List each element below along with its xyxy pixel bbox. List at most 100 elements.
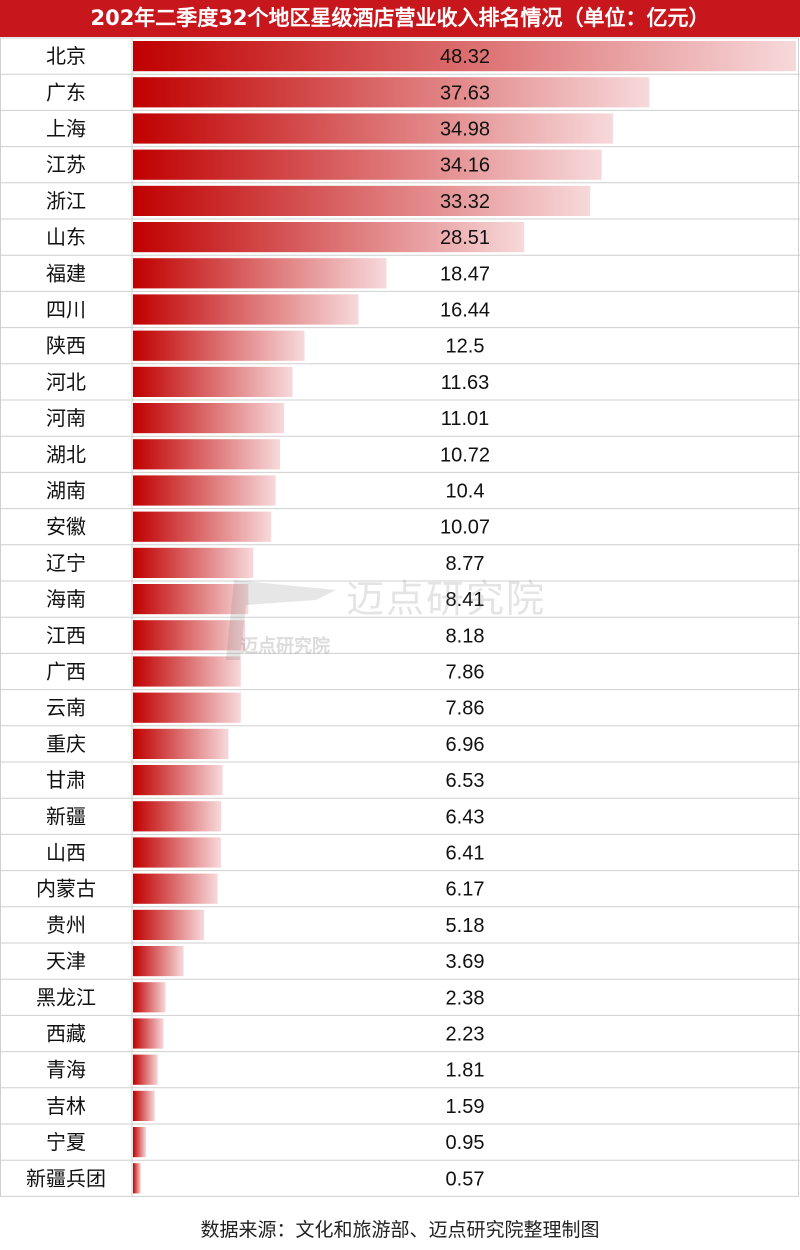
category-label: 四川	[46, 298, 86, 322]
bar-北京	[133, 41, 796, 72]
value-label: 7.86	[446, 662, 485, 684]
bar-江苏	[133, 149, 602, 180]
value-label: 48.32	[440, 46, 490, 68]
category-label: 新疆	[46, 804, 86, 828]
bar-甘肃	[133, 765, 223, 796]
category-label: 天津	[46, 949, 86, 973]
bar-天津	[133, 946, 184, 977]
chart-title: 202年二季度32个地区星级酒店营业收入排名情况（单位：亿元）	[0, 0, 800, 37]
value-label: 10.72	[440, 444, 490, 466]
category-label: 广东	[46, 80, 86, 104]
bar-安徽	[133, 511, 272, 542]
value-label: 0.57	[446, 1168, 485, 1190]
source-note: 数据来源：文化和旅游部、迈点研究院整理制图	[200, 1219, 600, 1241]
value-label: 0.95	[446, 1132, 485, 1154]
category-label: 贵州	[46, 913, 86, 937]
bar-青海	[133, 1054, 158, 1085]
bar-西藏	[133, 1018, 164, 1049]
value-label: 8.77	[446, 553, 485, 575]
category-label: 青海	[46, 1058, 86, 1082]
value-label: 6.96	[446, 734, 485, 756]
category-label: 湖南	[46, 479, 86, 503]
value-label: 3.69	[446, 951, 485, 973]
category-label: 内蒙古	[36, 877, 96, 901]
bar-湖北	[133, 439, 281, 470]
category-label: 西藏	[46, 1022, 86, 1046]
bar-陕西	[133, 330, 305, 361]
category-label: 广西	[46, 660, 86, 684]
value-label: 28.51	[440, 227, 490, 249]
bar-江西	[133, 620, 246, 651]
category-label: 新疆兵团	[26, 1166, 106, 1190]
value-label: 2.23	[446, 1024, 485, 1046]
watermark: 迈点研究院 迈点研究院	[206, 560, 606, 680]
value-label: 10.07	[440, 517, 490, 539]
bar-海南	[133, 584, 249, 615]
value-label: 33.32	[440, 191, 490, 213]
category-label: 重庆	[46, 732, 86, 756]
bar-重庆	[133, 728, 229, 759]
category-label: 吉林	[46, 1094, 86, 1118]
category-label: 山东	[46, 225, 86, 249]
bar-福建	[133, 258, 387, 289]
bar-新疆兵团	[133, 1163, 141, 1194]
category-label: 上海	[46, 117, 86, 141]
bar-上海	[133, 113, 613, 144]
category-label: 北京	[46, 44, 86, 68]
value-label: 5.18	[446, 915, 485, 937]
bar-山东	[133, 222, 525, 253]
category-label: 福建	[46, 261, 86, 285]
value-label: 1.81	[446, 1060, 485, 1082]
value-label: 2.38	[446, 987, 485, 1009]
category-label: 甘肃	[46, 768, 86, 792]
category-label: 海南	[46, 587, 86, 611]
value-label: 34.16	[440, 155, 490, 177]
value-label: 37.63	[440, 82, 490, 104]
bar-湖南	[133, 475, 276, 506]
category-label: 宁夏	[46, 1130, 86, 1154]
category-label: 山西	[46, 841, 86, 865]
value-label: 34.98	[440, 119, 490, 141]
bar-云南	[133, 692, 241, 723]
bar-新疆	[133, 801, 222, 832]
bar-河南	[133, 403, 285, 434]
value-label: 6.17	[446, 879, 485, 901]
bar-贵州	[133, 909, 205, 940]
bar-广西	[133, 656, 241, 687]
value-label: 6.43	[446, 806, 485, 828]
bar-山西	[133, 837, 221, 868]
category-label: 浙江	[46, 189, 86, 213]
category-label: 辽宁	[46, 551, 86, 575]
category-label: 陕西	[46, 334, 86, 358]
bar-吉林	[133, 1090, 155, 1121]
value-label: 8.18	[446, 625, 485, 647]
value-label: 12.5	[446, 336, 485, 358]
bar-宁夏	[133, 1127, 147, 1158]
value-label: 10.4	[446, 481, 485, 503]
value-label: 18.47	[440, 263, 490, 285]
bar-四川	[133, 294, 359, 325]
value-label: 6.53	[446, 770, 485, 792]
category-label: 河北	[46, 370, 86, 394]
category-label: 湖北	[46, 442, 86, 466]
value-label: 16.44	[440, 300, 490, 322]
value-label: 7.86	[446, 698, 485, 720]
category-label: 江西	[46, 623, 86, 647]
watermark-logo-icon	[226, 580, 336, 660]
category-label: 云南	[46, 696, 86, 720]
value-label: 6.41	[446, 843, 485, 865]
category-label: 黑龙江	[36, 985, 96, 1009]
bar-内蒙古	[133, 873, 218, 904]
watermark-text-small: 迈点研究院	[240, 636, 330, 657]
bar-河北	[133, 366, 293, 397]
value-label: 11.63	[441, 372, 490, 394]
category-label: 江苏	[46, 153, 86, 177]
bar-浙江	[133, 185, 591, 216]
watermark-text-large: 迈点研究院	[346, 577, 547, 621]
category-label: 安徽	[46, 515, 86, 539]
bar-辽宁	[133, 547, 254, 578]
value-label: 11.01	[441, 408, 490, 430]
value-label: 8.41	[446, 589, 485, 611]
